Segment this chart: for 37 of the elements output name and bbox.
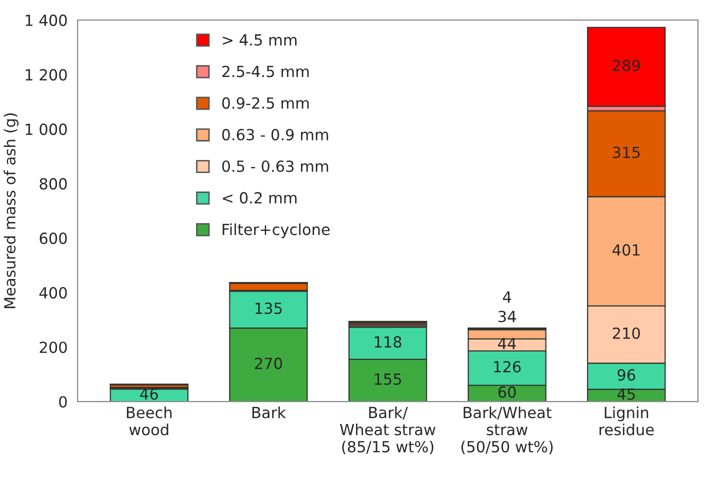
y-tick-label: 1 400 [26, 14, 67, 26]
data-label: 60 [498, 386, 516, 398]
y-tick-label: 800 [40, 178, 67, 190]
data-label: 45 [617, 388, 635, 400]
y-axis-title: Measured mass of ash (g) [4, 113, 19, 308]
x-tick-label: Beech wood [126, 406, 172, 436]
data-label: 44 [498, 338, 516, 350]
data-label: 289 [612, 60, 640, 72]
y-tick-label: 400 [39, 287, 67, 299]
legend-label: 0.5 - 0.63 mm [222, 160, 328, 172]
x-tick-label: Bark [252, 406, 286, 418]
data-label: 126 [494, 360, 521, 373]
data-label: 4 [502, 291, 512, 303]
data-label: 34 [498, 310, 516, 322]
data-label: 155 [374, 374, 401, 385]
x-tick-label: Bark/ Wheat straw (85/15 wt%) [340, 406, 436, 454]
data-label: 270 [254, 358, 282, 370]
y-tick-label: 600 [40, 232, 67, 244]
data-label: 46 [140, 388, 158, 400]
legend-label: 0.9-2.5 mm [222, 97, 309, 109]
data-label: 210 [612, 327, 640, 339]
data-label: 401 [612, 244, 640, 256]
y-tick-label: 0 [59, 396, 67, 408]
data-label: 96 [618, 369, 636, 381]
x-tick-label: Bark/Wheat straw (50/50 wt%) [461, 406, 553, 454]
y-tick-label: 200 [40, 342, 67, 354]
x-tick-label: Lignin residue [600, 406, 654, 436]
legend-label: 2.5-4.5 mm [222, 66, 309, 78]
legend-label: 0.63 - 0.9 mm [222, 128, 328, 140]
y-tick-label: 1 000 [26, 124, 67, 136]
legend-label: > 4.5 mm [222, 34, 296, 46]
data-label: 135 [256, 302, 282, 314]
legend-label: Filter+cyclone [222, 223, 330, 238]
data-label: 315 [612, 146, 640, 158]
data-label: 118 [374, 336, 402, 348]
legend-label: < 0.2 mm [222, 192, 296, 204]
y-tick-label: 1 200 [26, 69, 67, 81]
